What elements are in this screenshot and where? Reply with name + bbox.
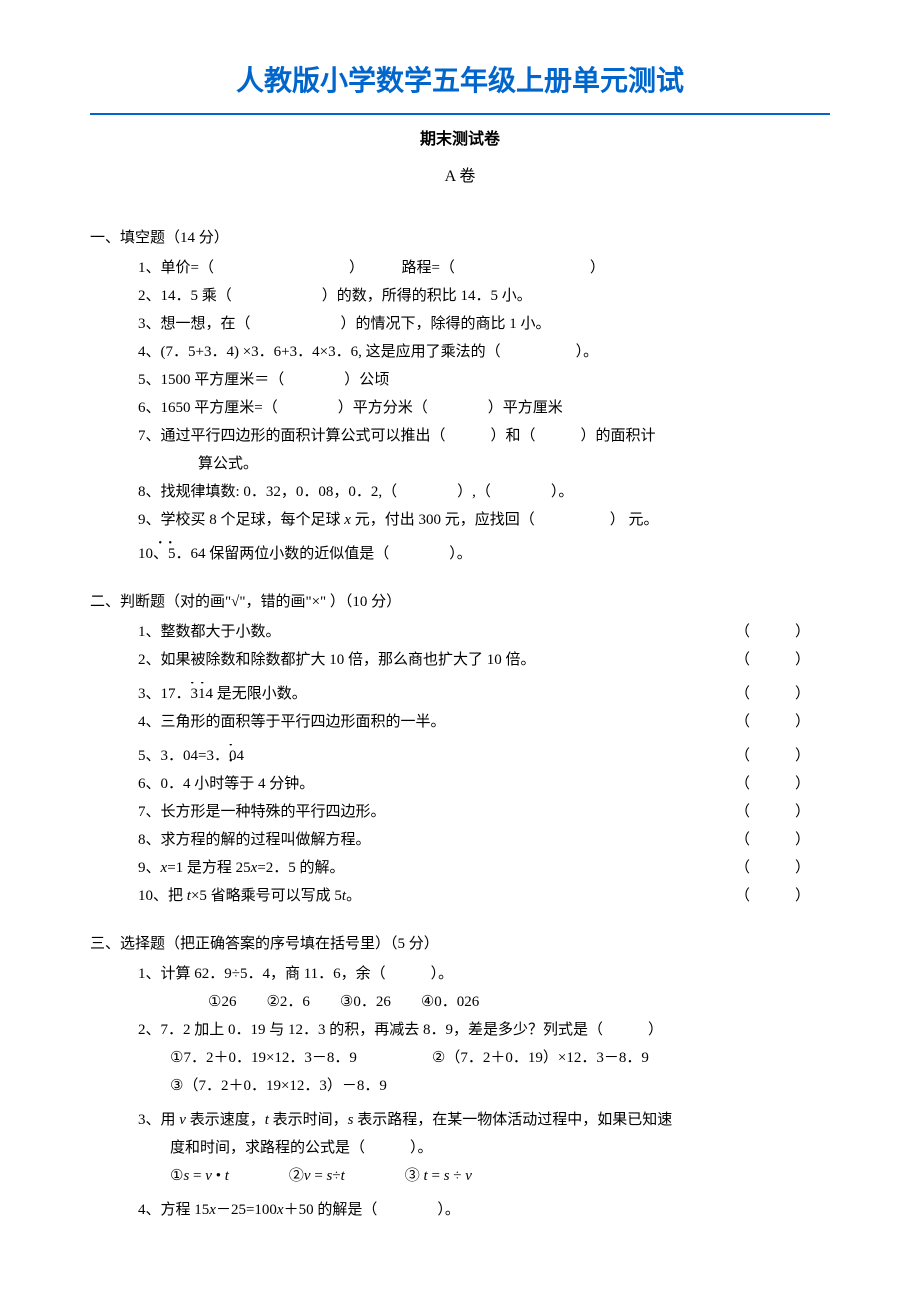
q3-3-v: v bbox=[179, 1112, 186, 1128]
q3-3-o2v: v bbox=[304, 1168, 311, 1184]
section-3-questions: 1、计算 62．9÷5．4，商 11．6，余（ ）。 ①26 ②2．6 ③0．2… bbox=[90, 962, 830, 1222]
q2-5-text: 5、3．04=3．04 bbox=[138, 744, 244, 768]
q1-10: 10、5．64 保留两位小数的近似值是（ ）。 bbox=[138, 542, 830, 566]
q2-6: 6、0．4 小时等于 4 分钟。 （ ） bbox=[90, 772, 830, 796]
q3-4-x1: x bbox=[209, 1202, 216, 1218]
q1-5: 5、1500 平方厘米＝（ ）公顷 bbox=[138, 368, 830, 392]
q2-5-paren: （ ） bbox=[735, 744, 810, 768]
q3-3-m3: 表示路程，在某一物体活动过程中，如果已知速 bbox=[353, 1112, 672, 1128]
q1-9: 9、学校买 8 个足球，每个足球 x 元，付出 300 元，应找回（ ） 元。 bbox=[138, 508, 830, 532]
q2-1: 1、整数都大于小数。 （ ） bbox=[90, 620, 830, 644]
q3-2: 2、7．2 加上 0．19 与 12．3 的积，再减去 8．9，差是多少？列式是… bbox=[138, 1018, 830, 1042]
q2-9-pre: 9、 bbox=[138, 860, 161, 876]
section-2-questions: 1、整数都大于小数。 （ ） 2、如果被除数和除数都扩大 10 倍，那么商也扩大… bbox=[90, 620, 830, 908]
q2-6-paren: （ ） bbox=[735, 772, 810, 796]
paper-label: A 卷 bbox=[90, 164, 830, 190]
section-1-questions: 1、单价=（ ） 路程=（ ） 2、14．5 乘（ ）的数，所得的积比 14．5… bbox=[90, 256, 830, 566]
q2-4-paren: （ ） bbox=[735, 710, 810, 734]
q1-8: 8、找规律填数: 0．32，0．08，0．2,（ ）,（ ）。 bbox=[138, 480, 830, 504]
q3-3: 3、用 v 表示速度，t 表示时间，s 表示路程，在某一物体活动过程中，如果已知… bbox=[138, 1108, 830, 1132]
q1-9-var: x bbox=[344, 512, 351, 528]
q3-3-line2: 度和时间，求路程的公式是（ ）。 bbox=[138, 1136, 830, 1160]
q2-1-paren: （ ） bbox=[735, 620, 810, 644]
q2-9-text: 9、x=1 是方程 25x=2．5 的解。 bbox=[138, 856, 345, 880]
q2-10-mid: ×5 省略乘号可以写成 5 bbox=[191, 888, 342, 904]
q2-10-pre: 10、把 bbox=[138, 888, 187, 904]
q3-3-o1e: = bbox=[189, 1168, 205, 1184]
q3-3-o3v: v bbox=[465, 1168, 472, 1184]
q2-3-post: 是无限小数。 bbox=[213, 686, 307, 702]
q3-3-m1: 表示速度， bbox=[186, 1112, 265, 1128]
q3-3-pre: 3、用 bbox=[138, 1112, 179, 1128]
q2-3-pre: 3、17． bbox=[138, 686, 191, 702]
q1-9-post: 元，付出 300 元，应找回（ ） 元。 bbox=[351, 512, 659, 528]
q3-4-post: ＋50 的解是（ ）。 bbox=[284, 1202, 460, 1218]
q2-10-text: 10、把 t×5 省略乘号可以写成 5t。 bbox=[138, 884, 361, 908]
q3-3-o3e: = bbox=[428, 1168, 444, 1184]
q1-3: 3、想一想，在（ ）的情况下，除得的商比 1 小。 bbox=[138, 312, 830, 336]
q1-7: 7、通过平行四边形的面积计算公式可以推出（ ）和（ ）的面积计 bbox=[138, 424, 830, 448]
q2-7: 7、长方形是一种特殊的平行四边形。 （ ） bbox=[90, 800, 830, 824]
q1-9-pre: 9、学校买 8 个足球，每个足球 bbox=[138, 512, 344, 528]
q2-10-paren: （ ） bbox=[735, 884, 810, 908]
q3-1-opts: ①26 ②2．6 ③0．26 ④0．026 bbox=[138, 990, 830, 1014]
q3-4-pre: 4、方程 15 bbox=[138, 1202, 209, 1218]
page-title: 人教版小学数学五年级上册单元测试 bbox=[90, 60, 830, 115]
q1-10-dot: 64 bbox=[191, 546, 206, 562]
section-2-header: 二、判断题（对的画"√"，错的画"×" ）（10 分） bbox=[90, 590, 830, 614]
q2-5-pre: 5、3．04=3． bbox=[138, 748, 229, 764]
section-3-header: 三、选择题（把正确答案的序号填在括号里）（5 分） bbox=[90, 932, 830, 956]
q1-6: 6、1650 平方厘米=（ ）平方分米（ ）平方厘米 bbox=[138, 396, 830, 420]
q1-7b: 算公式。 bbox=[138, 452, 830, 476]
q2-2: 2、如果被除数和除数都扩大 10 倍，那么商也扩大了 10 倍。 （ ） bbox=[90, 648, 830, 672]
q2-3-paren: （ ） bbox=[735, 682, 810, 706]
q2-7-text: 7、长方形是一种特殊的平行四边形。 bbox=[138, 800, 386, 824]
q2-10: 10、把 t×5 省略乘号可以写成 5t。 （ ） bbox=[90, 884, 830, 908]
q3-3-o1v: v bbox=[205, 1168, 212, 1184]
q2-2-text: 2、如果被除数和除数都扩大 10 倍，那么商也扩大了 10 倍。 bbox=[138, 648, 536, 672]
q3-4: 4、方程 15x－25=100x＋50 的解是（ ）。 bbox=[138, 1198, 830, 1222]
q1-4: 4、(7．5+3．4) ×3．6+3．4×3．6, 这是应用了乘法的（ ）。 bbox=[138, 340, 830, 364]
q2-9-paren: （ ） bbox=[735, 856, 810, 880]
q1-1: 1、单价=（ ） 路程=（ ） bbox=[138, 256, 830, 280]
q3-4-m1: －25=100 bbox=[216, 1202, 277, 1218]
q2-4-text: 4、三角形的面积等于平行四边形面积的一半。 bbox=[138, 710, 446, 734]
section-1-header: 一、填空题（14 分） bbox=[90, 226, 830, 250]
q3-3-o2d: ÷ bbox=[332, 1168, 340, 1184]
q2-8-paren: （ ） bbox=[735, 828, 810, 852]
q2-1-text: 1、整数都大于小数。 bbox=[138, 620, 281, 644]
q3-3-o3p: ③ bbox=[345, 1168, 424, 1184]
q3-3-m2: 表示时间， bbox=[269, 1112, 348, 1128]
q2-9-post: =2．5 的解。 bbox=[257, 860, 344, 876]
q2-3: 3、17．314 是无限小数。 （ ） bbox=[90, 682, 830, 706]
q2-8: 8、求方程的解的过程叫做解方程。 （ ） bbox=[90, 828, 830, 852]
q3-1: 1、计算 62．9÷5．4，商 11．6，余（ ）。 bbox=[138, 962, 830, 986]
q3-4-x2: x bbox=[277, 1202, 284, 1218]
q2-9: 9、x=1 是方程 25x=2．5 的解。 （ ） bbox=[90, 856, 830, 880]
q2-5-dot: 04 bbox=[229, 748, 244, 764]
q3-3-o3d: ÷ bbox=[450, 1168, 466, 1184]
q2-9-mid: =1 是方程 25 bbox=[167, 860, 250, 876]
q2-6-text: 6、0．4 小时等于 4 分钟。 bbox=[138, 772, 314, 796]
q2-4: 4、三角形的面积等于平行四边形面积的一半。 （ ） bbox=[90, 710, 830, 734]
q2-7-paren: （ ） bbox=[735, 800, 810, 824]
q3-3-o1d: • bbox=[212, 1168, 225, 1184]
q1-10-post: 保留两位小数的近似值是（ ）。 bbox=[206, 546, 472, 562]
q2-2-paren: （ ） bbox=[735, 648, 810, 672]
q2-5: 5、3．04=3．04 （ ） bbox=[90, 744, 830, 768]
q2-8-text: 8、求方程的解的过程叫做解方程。 bbox=[138, 828, 371, 852]
q2-10-post: 。 bbox=[346, 888, 361, 904]
q3-3-o2e: = bbox=[311, 1168, 327, 1184]
q1-2: 2、14．5 乘（ ）的数，所得的积比 14．5 小。 bbox=[138, 284, 830, 308]
q3-3-o2p: ② bbox=[229, 1168, 304, 1184]
q3-3-opts: ①s = v • t ②v = s÷t ③ t = s ÷ v bbox=[138, 1164, 830, 1188]
q2-3-text: 3、17．314 是无限小数。 bbox=[138, 682, 307, 706]
q2-3-dot: 314 bbox=[191, 686, 214, 702]
q3-2-opts2: ③（7．2＋0．19×12．3）－8．9 bbox=[138, 1074, 830, 1098]
q3-2-opts1: ①7．2＋0．19×12．3－8．9 ②（7．2＋0．19）×12．3－8．9 bbox=[138, 1046, 830, 1070]
page-subtitle: 期末测试卷 bbox=[90, 127, 830, 153]
q3-3-o1p: ① bbox=[170, 1168, 183, 1184]
